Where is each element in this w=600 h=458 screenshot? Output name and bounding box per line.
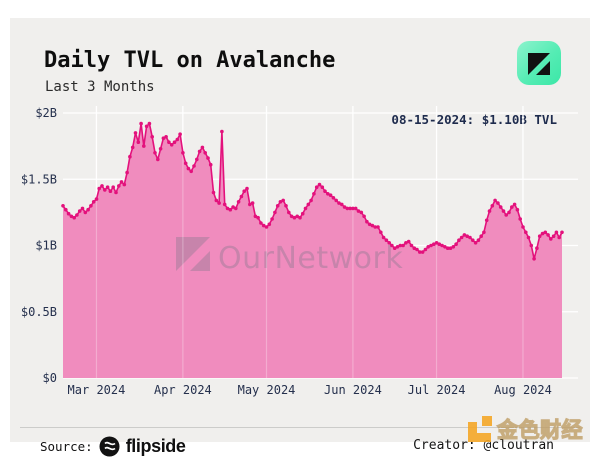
svg-text:$2B: $2B [35, 106, 57, 120]
svg-text:May 2024: May 2024 [238, 383, 296, 397]
ournetwork-logo-icon [528, 53, 550, 75]
svg-text:Jul 2024: Jul 2024 [408, 383, 466, 397]
svg-text:Jun 2024: Jun 2024 [324, 383, 382, 397]
svg-text:Apr 2024: Apr 2024 [154, 383, 212, 397]
svg-text:Aug 2024: Aug 2024 [494, 383, 552, 397]
svg-text:OurNetwork: OurNetwork [218, 241, 403, 276]
svg-text:$1B: $1B [35, 239, 57, 253]
svg-text:$0.5B: $0.5B [21, 305, 57, 319]
footer-divider [20, 427, 580, 428]
svg-text:$1.5B: $1.5B [21, 172, 57, 186]
latest-value-annotation: 08-15-2024: $1.10B TVL [391, 112, 557, 127]
page-title: Daily TVL on Avalanche [44, 48, 336, 73]
creator-credit: Creator: @cloutran [413, 438, 554, 453]
ournetwork-logo-badge [517, 41, 561, 85]
page-subtitle: Last 3 Months [45, 79, 155, 95]
svg-text:Mar 2024: Mar 2024 [68, 383, 126, 397]
svg-text:$0: $0 [43, 371, 57, 385]
